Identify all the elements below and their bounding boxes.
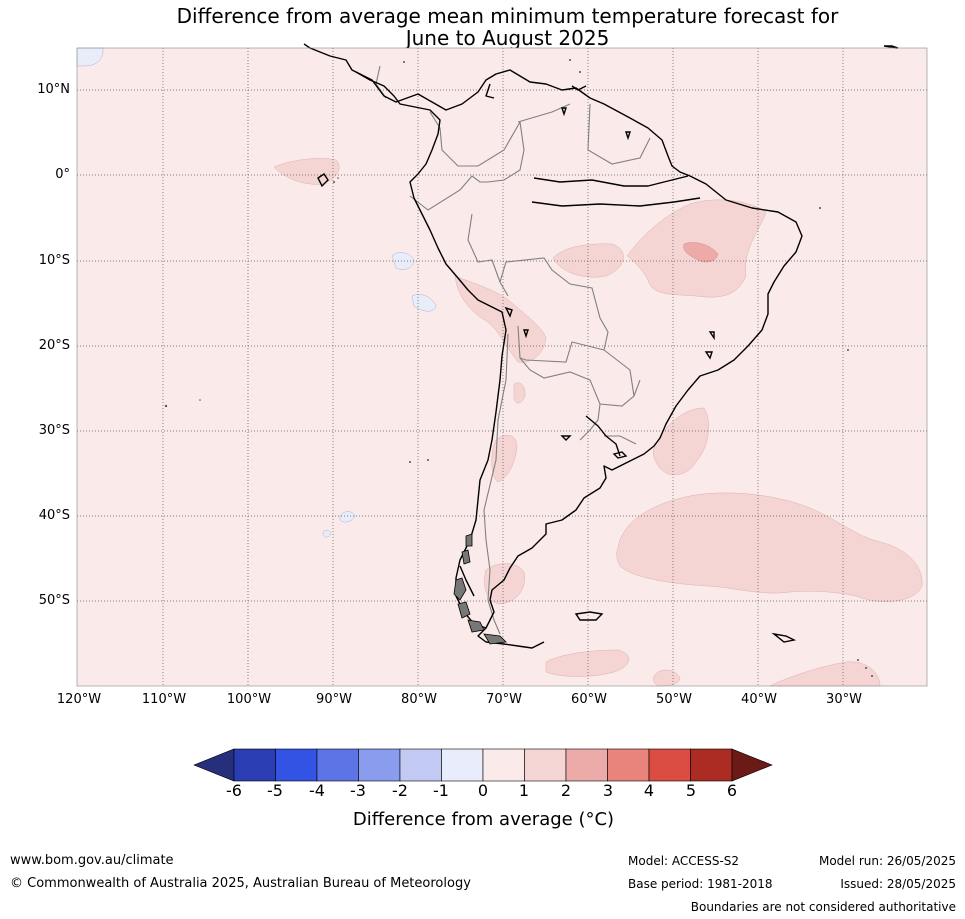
- legend-swatch: [648, 748, 691, 782]
- legend-label: Difference from average (°C): [352, 809, 615, 830]
- legend-swatch: [275, 748, 318, 782]
- lon-label-80w: 80°W: [401, 692, 437, 707]
- map-frame: [76, 47, 928, 687]
- legend-swatch: [565, 748, 608, 782]
- footer-model: Model: ACCESS-S2: [628, 854, 740, 868]
- footer-model-run: Model run: 26/05/2025: [818, 854, 956, 868]
- lat-label-0: 0°: [55, 167, 70, 182]
- legend-tick-0: 0: [477, 781, 489, 800]
- graticule: [77, 48, 927, 686]
- chile-archipelago: [453, 533, 507, 645]
- legend-tick-4: 4: [643, 781, 655, 800]
- footer-issued: Issued: 28/05/2025: [840, 877, 956, 891]
- chart-title-line2: June to August 2025: [405, 26, 610, 50]
- lon-label-40w: 40°W: [741, 692, 777, 707]
- legend-swatch: [358, 748, 401, 782]
- footer-base-period: Base period: 1981-2018: [628, 877, 773, 891]
- legend-arrow-low: [193, 748, 235, 782]
- lon-label-50w: 50°W: [656, 692, 692, 707]
- negative-anomaly-regions: [76, 47, 437, 538]
- legend-swatch: [441, 748, 484, 782]
- lon-label-30w: 30°W: [826, 692, 862, 707]
- lat-label-30s: 30°S: [38, 423, 70, 438]
- legend-tick-minus6: -6: [226, 781, 242, 800]
- lat-label-20s: 20°S: [38, 338, 70, 353]
- legend-tick-2: 2: [560, 781, 572, 800]
- anomaly-1-to-2-regions: [273, 158, 923, 687]
- lon-label-70w: 70°W: [486, 692, 522, 707]
- legend-tick-minus4: -4: [309, 781, 325, 800]
- legend-tick-minus3: -3: [350, 781, 366, 800]
- footer-url: www.bom.gov.au/climate: [10, 853, 174, 868]
- anomaly-2-to-3-regions: [683, 242, 719, 263]
- legend-tick-minus2: -2: [392, 781, 408, 800]
- lon-label-90w: 90°W: [316, 692, 352, 707]
- country-borders: [375, 65, 651, 635]
- legend-tick-minus5: -5: [267, 781, 283, 800]
- islands: [317, 45, 899, 643]
- footer-disclaimer: Boundaries are not considered authoritat…: [690, 900, 956, 914]
- footer-copyright: © Commonwealth of Australia 2025, Austra…: [10, 876, 471, 891]
- coastline: [303, 43, 803, 649]
- lon-label-120w: 120°W: [56, 692, 102, 707]
- lon-label-110w: 110°W: [141, 692, 187, 707]
- legend-swatch: [399, 748, 442, 782]
- legend-swatch: [524, 748, 567, 782]
- legend-tick-1: 1: [518, 781, 530, 800]
- legend-swatch: [690, 748, 733, 782]
- lat-label-10n: 10°N: [37, 82, 70, 97]
- color-bar: [193, 748, 773, 782]
- legend-swatch: [607, 748, 650, 782]
- lat-label-40s: 40°S: [38, 508, 70, 523]
- lon-label-100w: 100°W: [226, 692, 272, 707]
- small-islets: [164, 59, 873, 677]
- lon-label-60w: 60°W: [571, 692, 607, 707]
- chart-title-line1: Difference from average mean minimum tem…: [176, 4, 839, 28]
- legend-arrow-high: [731, 748, 773, 782]
- lat-label-50s: 50°S: [38, 593, 70, 608]
- lat-label-10s: 10°S: [38, 253, 70, 268]
- legend-swatch: [316, 748, 359, 782]
- legend-tick-5: 5: [685, 781, 697, 800]
- legend-swatch: [233, 748, 276, 782]
- legend-swatch: [482, 748, 525, 782]
- legend-tick-3: 3: [602, 781, 614, 800]
- legend-tick-6: 6: [726, 781, 738, 800]
- legend-tick-minus1: -1: [433, 781, 449, 800]
